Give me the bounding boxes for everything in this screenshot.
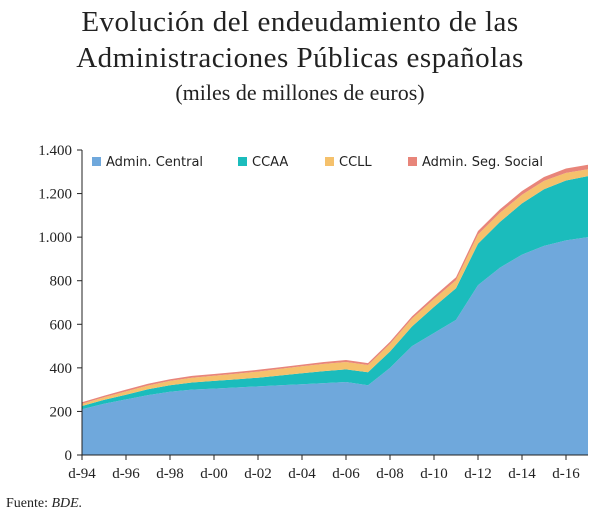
title-line-2: Administraciones Públicas españolas bbox=[76, 42, 524, 74]
source-label: Fuente: bbox=[6, 496, 48, 511]
title-line-1: Evolución del endeudamiento de las bbox=[81, 6, 519, 38]
x-tick-label: d-04 bbox=[288, 466, 316, 482]
y-tick-label: 600 bbox=[50, 317, 73, 333]
y-tick-label: 1.200 bbox=[38, 187, 72, 203]
legend: Admin. Central CCAA CCLL Admin. Seg. Social bbox=[92, 155, 543, 170]
y-tick-label: 0 bbox=[65, 448, 73, 464]
y-tick-label: 400 bbox=[50, 361, 73, 377]
source-value: BDE. bbox=[51, 496, 83, 511]
x-tick-label: d-02 bbox=[244, 466, 272, 482]
legend-label: CCAA bbox=[252, 155, 288, 170]
x-tick-label: d-98 bbox=[156, 466, 184, 482]
x-tick-label: d-10 bbox=[420, 466, 448, 482]
area-series-admin-central bbox=[82, 237, 588, 455]
legend-swatch bbox=[92, 157, 101, 166]
y-tick-label: 800 bbox=[50, 274, 73, 290]
y-tick-label: 1.000 bbox=[38, 230, 72, 246]
x-tick-label: d-06 bbox=[332, 466, 360, 482]
area-layers bbox=[82, 164, 588, 455]
chart-subtitle: (miles de millones de euros) bbox=[175, 80, 425, 105]
x-tick-label: d-12 bbox=[464, 466, 492, 482]
x-tick-label: d-14 bbox=[508, 466, 536, 482]
legend-label: CCLL bbox=[339, 155, 372, 170]
y-tick-label: 1.400 bbox=[38, 143, 72, 159]
x-tick-label: d-00 bbox=[200, 466, 228, 482]
y-tick-label: 200 bbox=[50, 404, 73, 420]
source-note: Fuente: BDE. bbox=[6, 496, 82, 512]
x-tick-label: d-16 bbox=[552, 466, 580, 482]
legend-label: Admin. Seg. Social bbox=[422, 155, 543, 170]
x-tick-label: d-94 bbox=[68, 466, 96, 482]
stacked-area-chart: 0 200 400 600 800 1.000 1.200 1.400 d-94 d-96 d-98… bbox=[38, 143, 588, 482]
legend-swatch bbox=[408, 157, 417, 166]
area-series-ccaa bbox=[82, 176, 588, 410]
legend-label: Admin. Central bbox=[106, 155, 203, 170]
chart-title: Evolución del endeudamiento de las Admin… bbox=[0, 4, 600, 108]
axes: 0 200 400 600 800 1.000 1.200 1.400 d-94 d-96 d-98… bbox=[38, 143, 588, 482]
x-tick-label: d-96 bbox=[112, 466, 140, 482]
x-tick-label: d-08 bbox=[376, 466, 404, 482]
legend-swatch bbox=[325, 157, 334, 166]
legend-swatch bbox=[238, 157, 247, 166]
area-series-ccll bbox=[82, 169, 588, 406]
